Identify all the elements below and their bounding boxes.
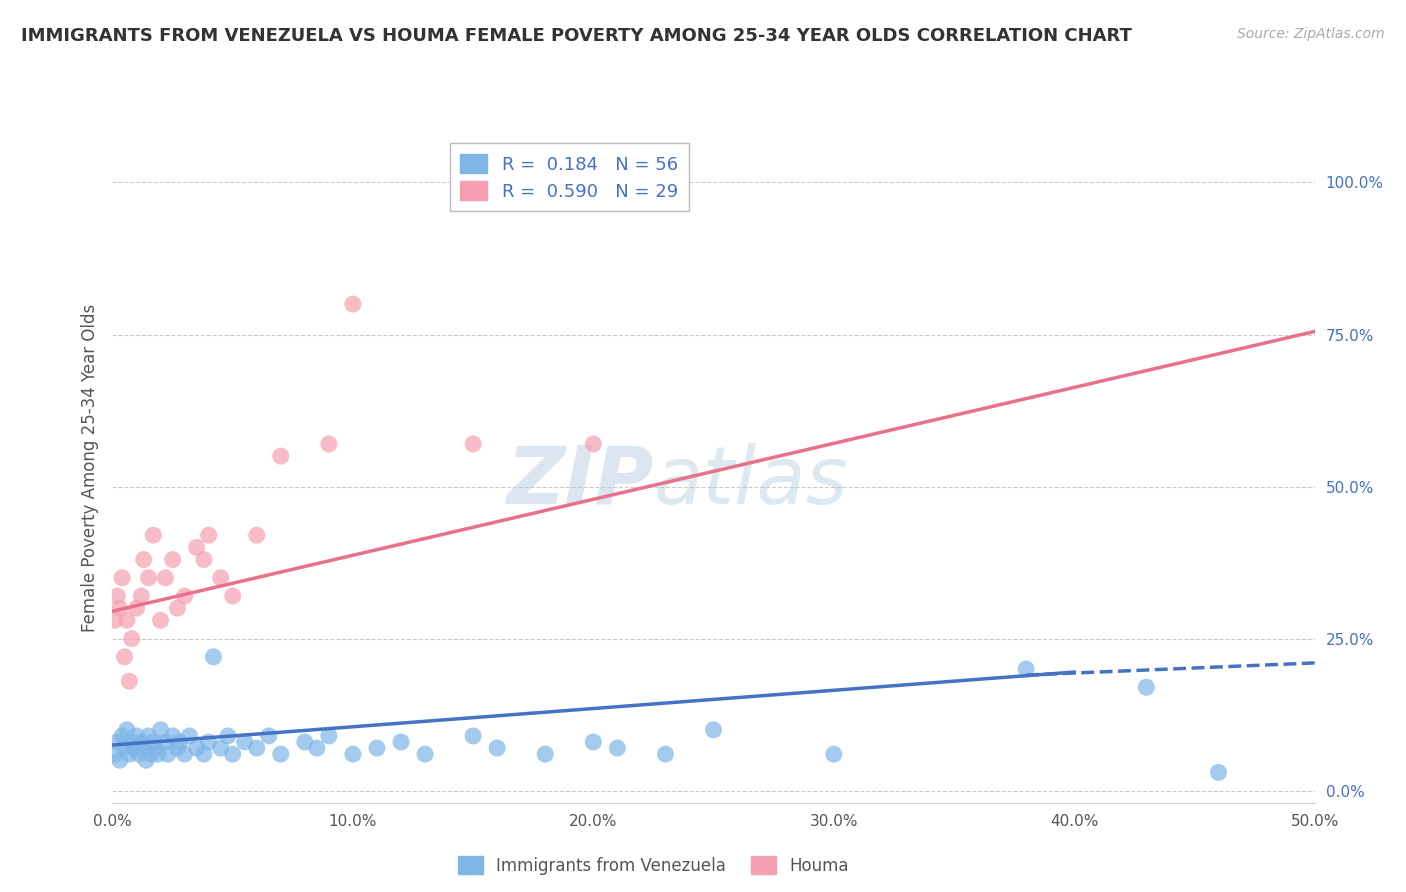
Point [138,571,160,585]
Point [257,729,280,743]
Point [166,741,188,756]
Point [246,528,269,542]
Point [270,449,292,463]
Point [145,741,167,756]
Point [115,613,138,627]
Point [108,753,131,767]
Point [702,723,725,737]
Point [217,729,239,743]
Point [461,437,484,451]
Point [582,735,605,749]
Point [366,741,388,756]
Point [534,747,557,761]
Point [111,571,134,585]
Point [139,747,162,761]
Point [118,674,141,689]
Text: ZIP: ZIP [506,442,654,521]
Point [233,735,256,749]
Point [132,741,155,756]
Point [461,729,484,743]
Point [105,589,128,603]
Point [202,649,225,664]
Point [131,589,153,603]
Point [186,541,208,555]
Point [1208,765,1230,780]
Point [132,552,155,566]
Point [169,735,191,749]
Point [1135,680,1157,694]
Point [294,735,316,749]
Point [209,741,232,756]
Point [413,747,436,761]
Point [156,747,179,761]
Point [125,729,148,743]
Point [115,723,138,737]
Point [114,649,136,664]
Text: Source: ZipAtlas.com: Source: ZipAtlas.com [1237,27,1385,41]
Point [142,735,165,749]
Point [1015,662,1038,676]
Point [149,723,172,737]
Point [111,729,134,743]
Point [246,741,269,756]
Point [121,632,143,646]
Point [318,437,340,451]
Point [582,437,605,451]
Point [142,528,165,542]
Point [342,747,364,761]
Point [318,729,340,743]
Point [193,747,215,761]
Point [125,601,148,615]
Point [486,741,509,756]
Point [162,552,184,566]
Y-axis label: Female Poverty Among 25-34 Year Olds: Female Poverty Among 25-34 Year Olds [80,304,98,632]
Legend: Immigrants from Venezuela, Houma: Immigrants from Venezuela, Houma [451,849,856,881]
Point [104,747,127,761]
Point [173,589,195,603]
Point [654,747,676,761]
Point [128,747,150,761]
Point [222,589,245,603]
Point [138,729,160,743]
Text: atlas: atlas [654,442,848,521]
Point [114,741,136,756]
Point [162,729,184,743]
Point [222,747,245,761]
Point [342,297,364,311]
Point [105,735,128,749]
Point [135,753,157,767]
Point [122,741,145,756]
Point [166,601,188,615]
Point [197,528,219,542]
Point [149,613,172,627]
Point [108,601,131,615]
Point [209,571,232,585]
Point [173,747,195,761]
Point [179,729,201,743]
Point [155,571,177,585]
Point [606,741,628,756]
Point [305,741,328,756]
Text: IMMIGRANTS FROM VENEZUELA VS HOUMA FEMALE POVERTY AMONG 25-34 YEAR OLDS CORRELAT: IMMIGRANTS FROM VENEZUELA VS HOUMA FEMAL… [21,27,1132,45]
Point [131,735,153,749]
Point [823,747,845,761]
Point [121,735,143,749]
Point [389,735,412,749]
Point [186,741,208,756]
Point [197,735,219,749]
Point [146,747,169,761]
Point [104,613,127,627]
Point [193,552,215,566]
Point [118,747,141,761]
Point [270,747,292,761]
Point [155,735,177,749]
